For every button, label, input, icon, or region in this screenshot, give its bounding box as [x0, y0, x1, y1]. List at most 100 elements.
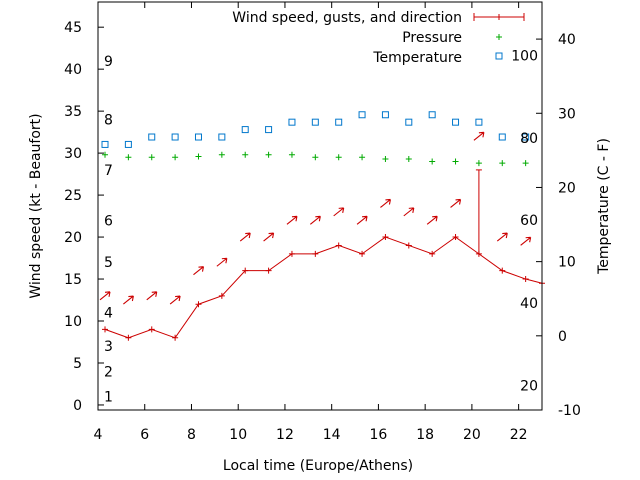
x-tick-label: 4: [94, 427, 103, 443]
wind-direction-arrow: [450, 198, 462, 208]
wind-speed-point: [499, 267, 506, 274]
temperature-point: [194, 133, 202, 141]
temperature-point: [522, 133, 530, 141]
wind-speed-point: [452, 234, 459, 241]
fahrenheit-label: 80: [520, 131, 538, 147]
beaufort-label: 2: [104, 364, 113, 380]
y2-tick-label: 20: [558, 180, 576, 196]
legend-label-temperature: Temperature: [372, 50, 462, 66]
y-tick-label: 5: [73, 356, 82, 372]
pressure-point: [312, 154, 319, 161]
temperature-point: [218, 133, 226, 141]
wind-speed-point: [218, 292, 225, 299]
y-tick-label: 15: [64, 272, 82, 288]
x-axis-title: Local time (Europe/Athens): [223, 458, 413, 474]
wind-direction-arrow: [216, 257, 228, 267]
wind-direction-arrow: [356, 215, 368, 225]
x-tick-label: 14: [323, 427, 341, 443]
legend-label-pressure: Pressure: [402, 30, 462, 46]
pressure-point: [102, 151, 109, 158]
fahrenheit-label: 100: [511, 48, 538, 64]
x-tick-label: 10: [229, 427, 247, 443]
y-tick-label: 25: [64, 188, 82, 204]
plot-frame: [97, 1, 543, 411]
y-tick-label: 20: [64, 230, 82, 246]
wind-speed-point: [359, 250, 366, 257]
temperature-point: [101, 140, 109, 148]
pressure-point: [475, 160, 482, 167]
temperature-point: [475, 118, 483, 126]
beaufort-label: 6: [104, 213, 113, 229]
temperature-point: [358, 111, 366, 119]
pressure-point: [218, 151, 225, 158]
temperature-point: [171, 133, 179, 141]
temperature-point: [381, 111, 389, 119]
fahrenheit-label: 40: [520, 296, 538, 312]
pressure-point: [195, 153, 202, 160]
legend-label-wind: Wind speed, gusts, and direction: [232, 10, 462, 26]
y-tick-label: 0: [73, 398, 82, 414]
wind-direction-arrow: [169, 295, 181, 305]
legend-key-pressure: [496, 34, 502, 40]
y-tick-label: 10: [64, 314, 82, 330]
beaufort-label: 3: [104, 339, 113, 355]
y2-tick-label: 30: [558, 106, 576, 122]
temperature-point: [498, 133, 506, 141]
wind-direction-arrow: [193, 266, 205, 276]
wind-speed-point: [312, 250, 319, 257]
temperature-point: [124, 140, 132, 148]
beaufort-label: 1: [104, 390, 113, 406]
wind-speed-point: [242, 267, 249, 274]
temperature-point: [148, 133, 156, 141]
wind-speed-point: [335, 242, 342, 249]
beaufort-label: 9: [104, 54, 113, 70]
wind-direction-arrow: [123, 295, 134, 305]
pressure-point: [242, 151, 249, 158]
wind-direction-arrow: [520, 236, 532, 246]
beaufort-label: 8: [104, 113, 113, 129]
wind-speed-point: [265, 267, 272, 274]
y2-tick-label: 40: [558, 32, 576, 48]
wind-speed-line: [104, 236, 543, 339]
wind-speed-point: [288, 250, 295, 257]
wind-speed-point: [522, 276, 529, 283]
y2-tick-label: 0: [558, 329, 567, 345]
wind-speed-point: [405, 242, 412, 249]
wind-direction-arrow: [309, 215, 321, 225]
pressure-point: [429, 158, 436, 165]
pressure-point: [499, 160, 506, 167]
wind-direction-arrow: [403, 207, 415, 217]
tick-labels: 4 6 8 10 12 14 16 18 20 22051015202530354045-1001…: [64, 20, 581, 443]
pressure-point: [125, 154, 132, 161]
y-tick-label: 45: [64, 20, 82, 36]
temperature-point: [452, 118, 460, 126]
y-axis-title: Wind speed (kt - Beaufort): [28, 113, 44, 298]
y-tick-label: 35: [64, 104, 82, 120]
beaufort-label: 7: [104, 163, 113, 179]
beaufort-label: 5: [104, 255, 113, 271]
pressure-point: [522, 160, 529, 167]
wind-direction-arrow: [286, 215, 298, 225]
beaufort-label: 4: [104, 306, 113, 322]
pressure-point: [335, 154, 342, 161]
wind-direction-arrow: [380, 198, 391, 208]
temperature-point: [311, 118, 319, 126]
wind-speed-point: [429, 250, 436, 257]
wind-direction-arrow: [239, 232, 251, 242]
legend: Wind speed, gusts, and direction Pressur…: [232, 10, 525, 66]
temperature-point: [288, 118, 296, 126]
wind-speed-point: [172, 334, 179, 341]
y-tick-label: 30: [64, 146, 82, 162]
pressure-point: [172, 154, 179, 161]
pressure-point: [288, 151, 295, 158]
x-tick-label: 18: [416, 427, 434, 443]
wind-speed-point: [195, 301, 202, 308]
wind-speed-point: [382, 234, 389, 241]
plot-area: [99, 111, 545, 341]
wind-speed-point: [125, 334, 132, 341]
temperature-point: [405, 118, 413, 126]
y2-tick-label: 10: [558, 255, 576, 271]
wind-direction-arrow: [473, 131, 485, 141]
